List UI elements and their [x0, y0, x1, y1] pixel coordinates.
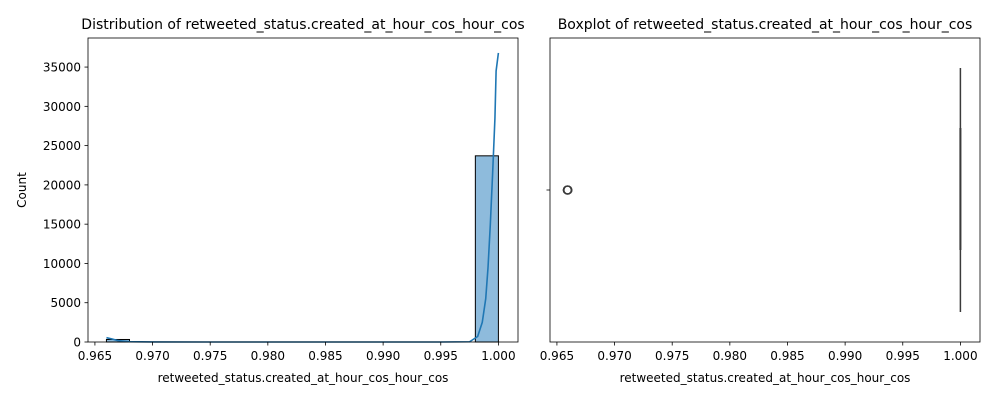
boxplot-x-tick-label: 0.975 — [655, 349, 689, 363]
histogram-y-axis-label: Count — [15, 172, 29, 208]
histogram-x-tick-label: 0.995 — [424, 349, 458, 363]
boxplot-x-tick-label: 0.990 — [828, 349, 862, 363]
histogram-panel: Distribution of retweeted_status.created… — [15, 17, 525, 385]
boxplot-x-tick-label: 0.980 — [713, 349, 747, 363]
outlier-point — [563, 185, 573, 195]
boxplot-plot-area — [562, 68, 962, 312]
histogram-y-tick-label: 35000 — [43, 61, 81, 75]
histogram-x-ticks: 0.965 0.970 0.975 0.980 0.985 0.990 0.995 1.000 — [78, 342, 516, 363]
boxplot-x-tick-label: 0.985 — [770, 349, 804, 363]
histogram-frame — [87, 37, 519, 343]
histogram-x-tick-label: 0.975 — [193, 349, 227, 363]
histogram-x-tick-label: 0.985 — [308, 349, 342, 363]
histogram-y-ticks: 0 5000 10000 15000 20000 25000 30000 35000 — [43, 61, 88, 350]
histogram-y-tick-label: 20000 — [43, 178, 81, 192]
histogram-y-tick-label: 5000 — [50, 296, 81, 310]
histogram-y-tick-label: 25000 — [43, 139, 81, 153]
boxplot-x-tick-label: 0.995 — [886, 349, 920, 363]
histogram-x-tick-label: 0.965 — [78, 349, 112, 363]
histogram-x-tick-label: 0.980 — [251, 349, 285, 363]
boxplot-x-tick-label: 0.965 — [540, 349, 574, 363]
histogram-bar-1 — [474, 155, 499, 343]
histogram-y-tick-label: 15000 — [43, 218, 81, 232]
boxplot-x-axis-label: retweeted_status.created_at_hour_cos_hou… — [620, 371, 911, 385]
histogram-x-tick-label: 0.970 — [135, 349, 169, 363]
boxplot-panel: Boxplot of retweeted_status.created_at_h… — [540, 17, 981, 385]
histogram-y-tick-label: 30000 — [43, 100, 81, 114]
histogram-x-tick-label: 0.990 — [366, 349, 400, 363]
histogram-y-tick-label: 10000 — [43, 257, 81, 271]
histogram-y-tick-label: 0 — [73, 336, 81, 350]
boxplot-x-ticks: 0.965 0.970 0.975 0.980 0.985 0.990 0.995 1.000 — [540, 342, 978, 363]
boxplot-x-tick-label: 0.970 — [597, 349, 631, 363]
histogram-x-tick-label: 1.000 — [481, 349, 515, 363]
histogram-title: Distribution of retweeted_status.created… — [81, 17, 524, 33]
boxplot-title: Boxplot of retweeted_status.created_at_h… — [558, 17, 973, 33]
boxplot-x-tick-label: 1.000 — [943, 349, 977, 363]
histogram-x-axis-label: retweeted_status.created_at_hour_cos_hou… — [158, 371, 449, 385]
